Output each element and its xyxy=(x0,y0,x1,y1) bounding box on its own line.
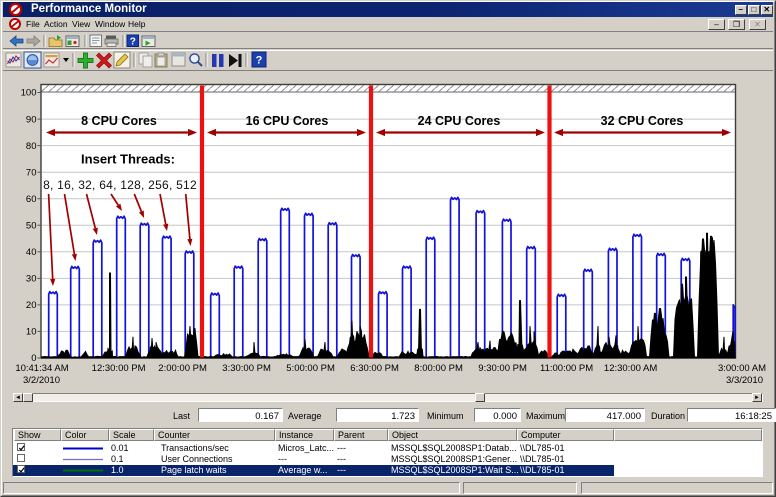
svg-text:3:30:00 PM: 3:30:00 PM xyxy=(222,363,271,374)
svg-text:40: 40 xyxy=(26,247,37,258)
svg-text:?: ? xyxy=(130,37,136,48)
svg-text:70: 70 xyxy=(26,167,37,178)
svg-text:30: 30 xyxy=(26,274,37,285)
svg-text:16 CPU Cores: 16 CPU Cores xyxy=(246,114,329,128)
svg-text:20: 20 xyxy=(26,300,37,311)
svg-text:60: 60 xyxy=(26,194,37,205)
svg-text:3/3/2010: 3/3/2010 xyxy=(726,375,763,386)
svg-text:3/2/2010: 3/2/2010 xyxy=(23,375,60,386)
svg-text:2:00:00 PM: 2:00:00 PM xyxy=(158,363,207,374)
svg-text:Insert Threads:: Insert Threads: xyxy=(81,152,175,167)
svg-text:12:30:00 PM: 12:30:00 PM xyxy=(92,363,146,374)
svg-text:8, 16, 32, 64, 128, 256, 512: 8, 16, 32, 64, 128, 256, 512 xyxy=(43,178,197,192)
svg-text:32 CPU Cores: 32 CPU Cores xyxy=(601,114,684,128)
svg-text:8:00:00 PM: 8:00:00 PM xyxy=(414,363,463,374)
svg-text:?: ? xyxy=(256,55,263,67)
svg-text:10: 10 xyxy=(26,327,37,338)
svg-text:9:30:00 PM: 9:30:00 PM xyxy=(478,363,527,374)
svg-text:3:00:00 AM: 3:00:00 AM xyxy=(718,363,766,374)
svg-text:6:30:00 PM: 6:30:00 PM xyxy=(350,363,399,374)
svg-text:90: 90 xyxy=(26,114,37,125)
svg-text:12:30:00 AM: 12:30:00 AM xyxy=(604,363,657,374)
svg-text:80: 80 xyxy=(26,141,37,152)
svg-text:8 CPU Cores: 8 CPU Cores xyxy=(81,114,157,128)
svg-text:11:00:00 PM: 11:00:00 PM xyxy=(540,363,593,374)
svg-text:50: 50 xyxy=(26,220,37,231)
svg-text:10:41:34 AM: 10:41:34 AM xyxy=(15,363,68,374)
svg-text:5:00:00 PM: 5:00:00 PM xyxy=(286,363,335,374)
svg-text:100: 100 xyxy=(21,88,37,99)
svg-text:0: 0 xyxy=(31,353,36,364)
svg-text:24 CPU Cores: 24 CPU Cores xyxy=(418,114,501,128)
